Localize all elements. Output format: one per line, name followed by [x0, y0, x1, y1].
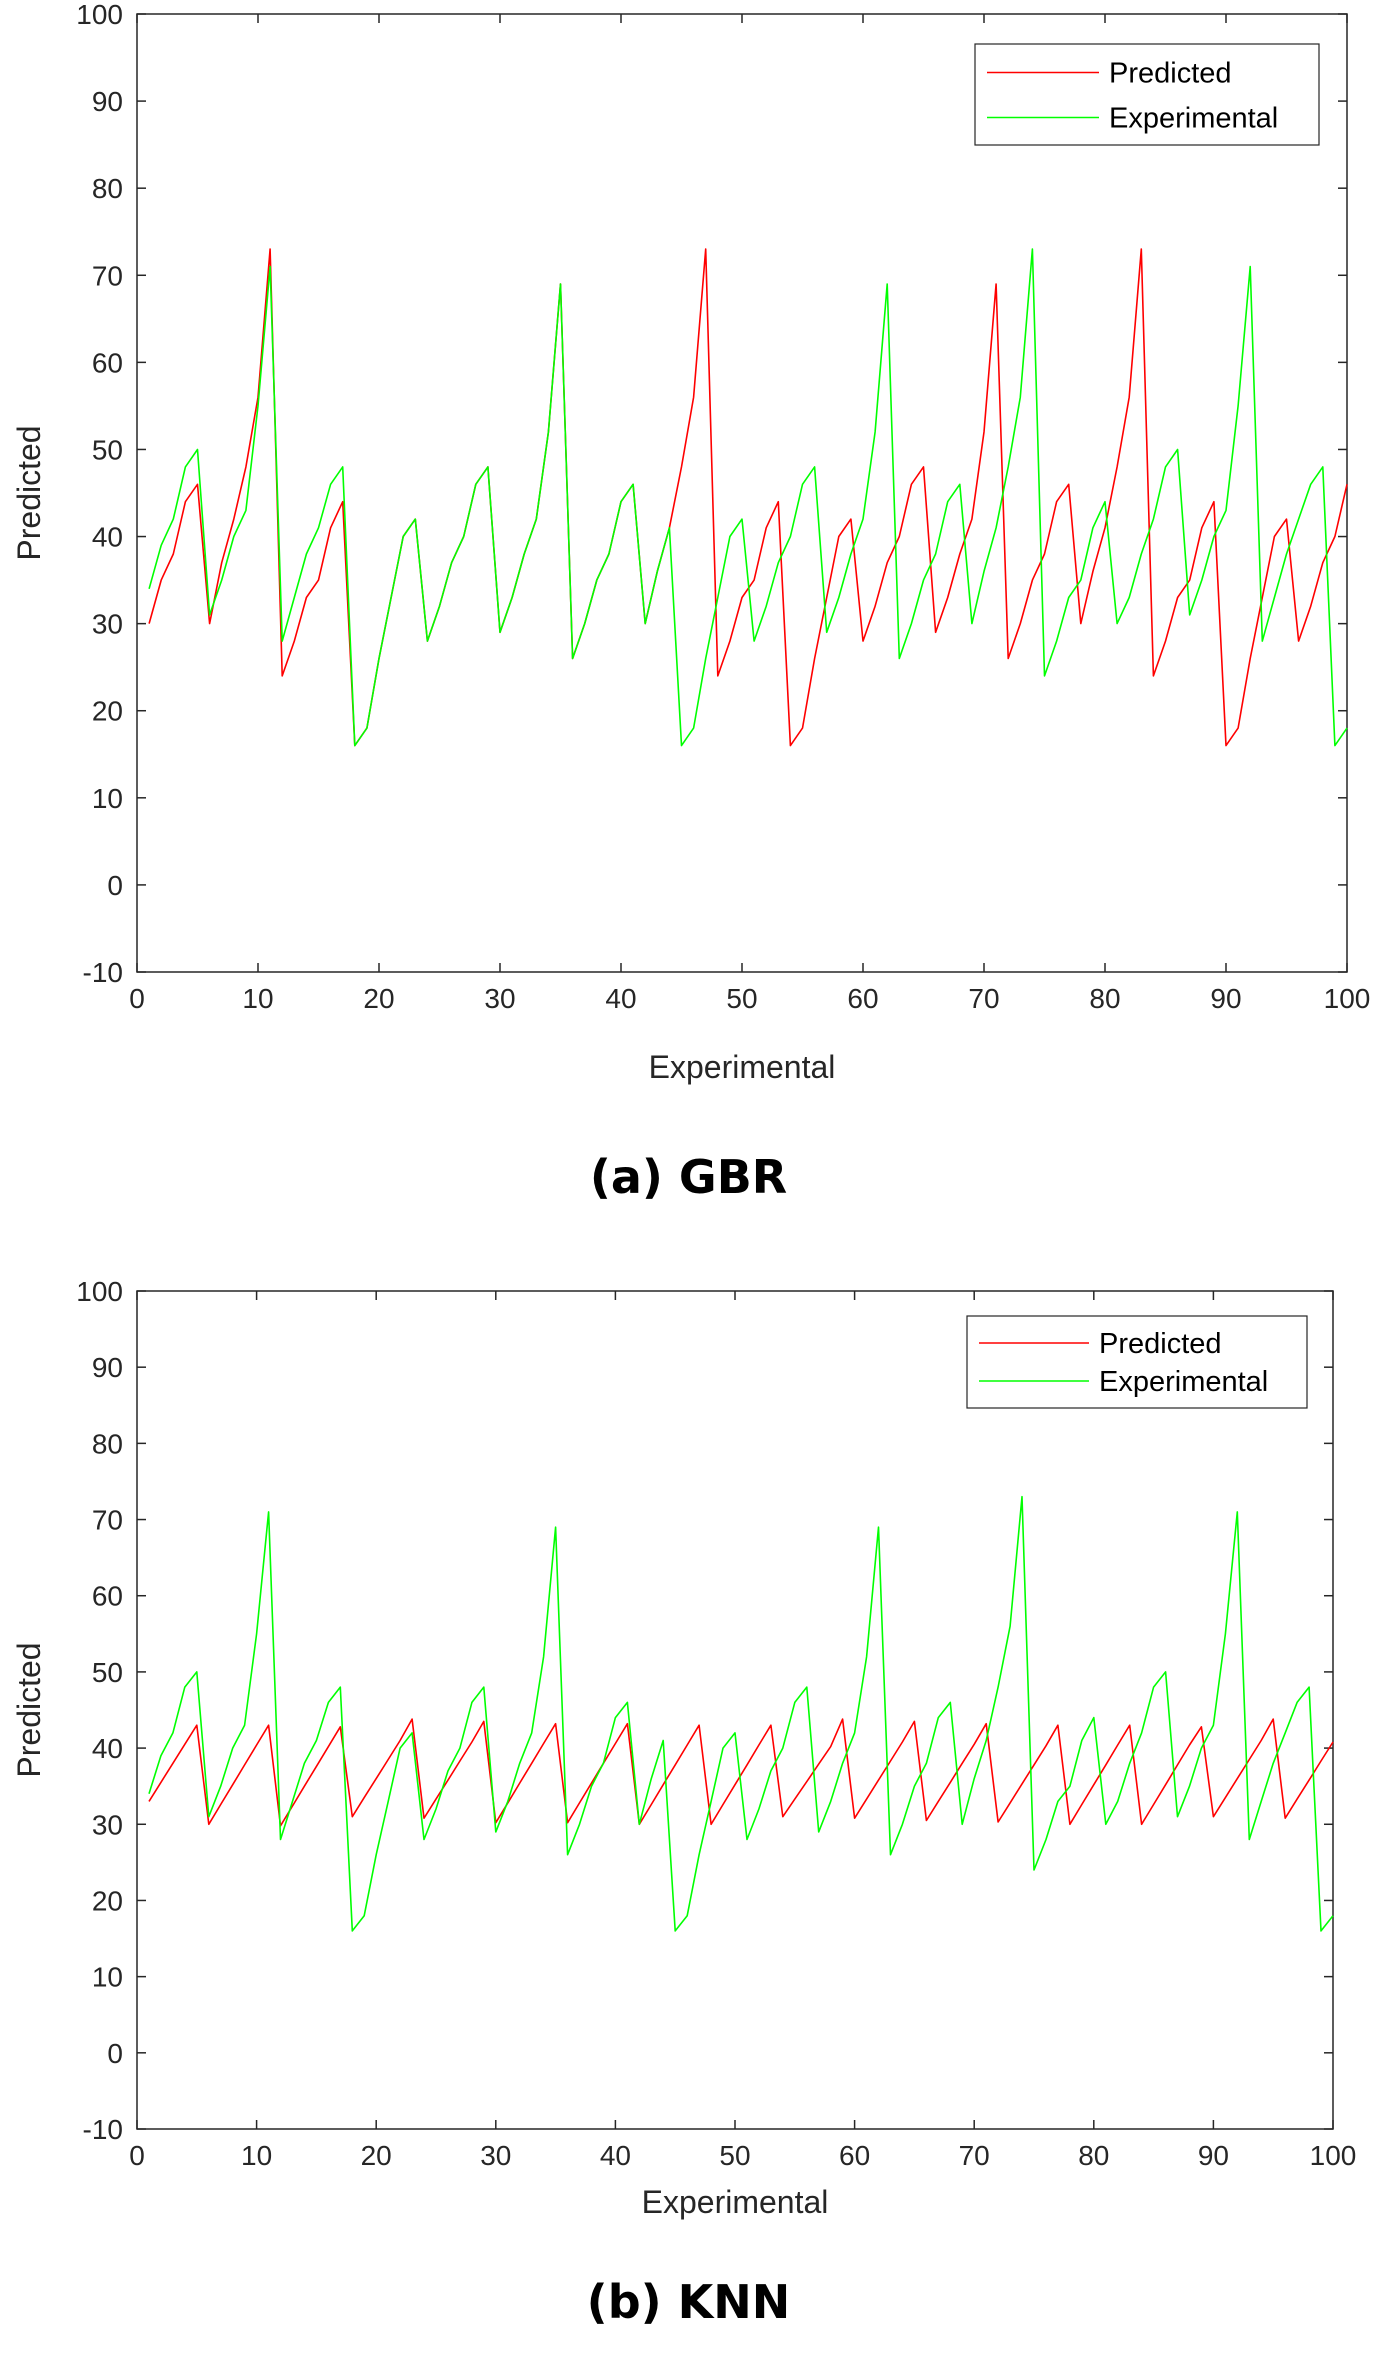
x-tick-label: 0: [129, 2140, 145, 2171]
y-tick-label: -10: [83, 957, 123, 988]
x-tick-label: 20: [361, 2140, 392, 2171]
caption-knn: (b) KNN: [586, 2275, 791, 2329]
x-tick-label: 60: [847, 983, 878, 1014]
x-axis-label: Experimental: [642, 2184, 829, 2220]
y-tick-label: 50: [92, 1657, 123, 1688]
x-tick-label: 90: [1198, 2140, 1229, 2171]
legend-label-predicted: Predicted: [1109, 58, 1232, 90]
x-tick-label: 80: [1078, 2140, 1109, 2171]
y-tick-label: 80: [92, 1428, 123, 1459]
y-tick-label: 0: [107, 2038, 123, 2069]
y-tick-label: 40: [92, 1733, 123, 1764]
y-tick-label: 30: [92, 609, 123, 640]
y-tick-label: 100: [76, 0, 123, 30]
chart-gbr: 0 10 20 30 40 50 60 70 80 90 100-10010203040506070…: [11, 0, 1371, 1085]
x-tick-label: 30: [480, 2140, 511, 2171]
x-tick-label: 90: [1210, 983, 1241, 1014]
x-tick-label: 0: [129, 983, 145, 1014]
y-tick-label: 20: [92, 696, 123, 727]
x-tick-label: 60: [839, 2140, 870, 2171]
legend-label-experimental: Experimental: [1109, 103, 1278, 135]
y-tick-label: 50: [92, 434, 123, 465]
x-tick-label: 100: [1310, 2140, 1357, 2171]
y-tick-label: 60: [92, 1581, 123, 1612]
legend-label-experimental: Experimental: [1099, 1366, 1268, 1398]
series-line-predicted: [148, 1718, 1334, 1827]
y-tick-label: 80: [92, 173, 123, 204]
y-tick-label: 10: [92, 783, 123, 814]
x-tick-label: 10: [242, 983, 273, 1014]
legend-box: [974, 43, 1320, 146]
chart-panel-knn: 0 10 20 30 40 50 60 70 80 90 100 -10 0 10 20 30 40 50 60 70…: [0, 1250, 1377, 2363]
y-tick-label: 60: [92, 347, 123, 378]
x-tick-label: 40: [600, 2140, 631, 2171]
y-tick-label: 70: [92, 260, 123, 291]
y-tick-label: 90: [92, 86, 123, 117]
y-tick-label: -10: [83, 2114, 123, 2145]
chart-knn: 0 10 20 30 40 50 60 70 80 90 100-10010203040506070…: [11, 1276, 1357, 2220]
legend-label-predicted: Predicted: [1099, 1328, 1222, 1360]
x-tick-label: 20: [363, 983, 394, 1014]
series-line-experimental: [148, 248, 1348, 747]
x-tick-label: 70: [968, 983, 999, 1014]
caption-gbr: (a) GBR: [589, 1150, 788, 1204]
y-tick-label: 90: [92, 1352, 123, 1383]
y-tick-label: 100: [76, 1276, 123, 1307]
x-tick-label: 80: [1089, 983, 1120, 1014]
y-tick-label: 20: [92, 1885, 123, 1916]
y-tick-label: 0: [107, 870, 123, 901]
x-tick-label: 100: [1324, 983, 1371, 1014]
y-axis-label: Predicted: [11, 425, 47, 560]
x-tick-label: 10: [241, 2140, 272, 2171]
x-tick-label: 50: [726, 983, 757, 1014]
plot-area: [136, 13, 1348, 973]
y-tick-label: 30: [92, 1809, 123, 1840]
x-axis-label: Experimental: [649, 1049, 836, 1085]
x-tick-label: 40: [605, 983, 636, 1014]
legend-box: [966, 1315, 1308, 1409]
x-tick-label: 70: [959, 2140, 990, 2171]
y-tick-label: 70: [92, 1505, 123, 1536]
series-line-experimental: [148, 1495, 1334, 1932]
y-tick-label: 40: [92, 522, 123, 553]
y-tick-label: 10: [92, 1962, 123, 1993]
plot-area: [136, 1290, 1334, 2130]
x-tick-label: 30: [484, 983, 515, 1014]
x-tick-label: 50: [719, 2140, 750, 2171]
chart-panel-gbr: 0 10 20 30 40 50 60 70 80 90 100 -10 0 10 20 30 40 50 60 70…: [11, 0, 1371, 1204]
y-axis-label: Predicted: [11, 1642, 47, 1777]
